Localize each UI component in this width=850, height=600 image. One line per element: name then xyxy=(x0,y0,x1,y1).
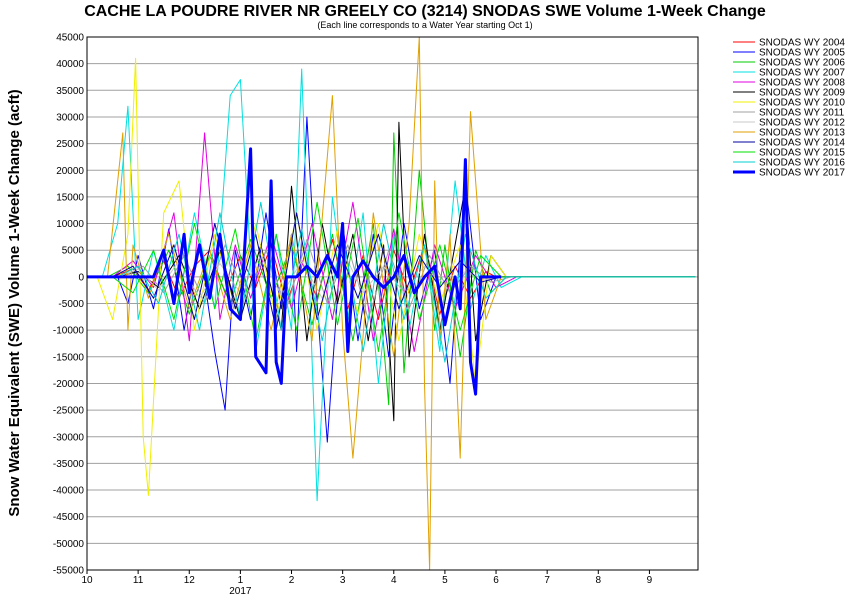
series-line-snodas-wy-2008 xyxy=(87,132,696,352)
y-tick-label: 20000 xyxy=(56,166,84,177)
y-tick-label: -35000 xyxy=(53,459,85,470)
x-year-label: 2017 xyxy=(229,586,252,597)
y-tick-label: 45000 xyxy=(56,33,84,44)
legend-label: SNODAS WY 2011 xyxy=(759,108,845,119)
legend-label: SNODAS WY 2012 xyxy=(759,118,845,129)
legend-label: SNODAS WY 2017 xyxy=(759,168,845,179)
y-tick-label: -50000 xyxy=(53,539,85,550)
legend-label: SNODAS WY 2015 xyxy=(759,148,845,159)
x-tick-label: 1 xyxy=(238,575,244,586)
y-tick-label: -15000 xyxy=(53,352,85,363)
y-tick-label: -25000 xyxy=(53,406,85,417)
x-tick-label: 7 xyxy=(544,575,550,586)
y-axis-label: Snow Water Equivalent (SWE) Volume 1-Wee… xyxy=(6,89,23,516)
y-tick-label: 15000 xyxy=(56,192,84,203)
y-tick-label: -45000 xyxy=(53,512,85,523)
legend-label: SNODAS WY 2009 xyxy=(759,88,845,99)
legend-label: SNODAS WY 2016 xyxy=(759,158,845,169)
x-tick-label: 2 xyxy=(289,575,295,586)
y-tick-label: 25000 xyxy=(56,139,84,150)
x-tick-label: 9 xyxy=(647,575,653,586)
plot-frame xyxy=(86,36,699,571)
y-tick-label: 0 xyxy=(78,272,84,283)
x-tick-label: 6 xyxy=(493,575,499,586)
y-tick-label: -55000 xyxy=(53,566,85,577)
x-tick-label: 4 xyxy=(391,575,397,586)
legend-label: SNODAS WY 2013 xyxy=(759,128,845,139)
x-tick-label: 12 xyxy=(184,575,196,586)
series-layer xyxy=(87,36,696,571)
legend-label: SNODAS WY 2008 xyxy=(759,78,845,89)
y-tick-label: -20000 xyxy=(53,379,85,390)
x-tick-label: 10 xyxy=(81,575,93,586)
series-line-snodas-wy-2013 xyxy=(87,36,696,571)
legend-label: SNODAS WY 2010 xyxy=(759,98,845,109)
y-tick-label: 5000 xyxy=(62,246,85,257)
y-tick-label: -30000 xyxy=(53,432,85,443)
y-tick-label: -5000 xyxy=(58,299,84,310)
legend-label: SNODAS WY 2004 xyxy=(759,38,845,49)
legend-label: SNODAS WY 2005 xyxy=(759,48,845,59)
chart-title: CACHE LA POUDRE RIVER NR GREELY CO (3214… xyxy=(84,3,766,20)
y-tick-label: 30000 xyxy=(56,112,84,123)
x-tick-label: 3 xyxy=(340,575,346,586)
legend-label: SNODAS WY 2007 xyxy=(759,68,845,79)
series-line-snodas-wy-2005 xyxy=(87,116,696,443)
series-line-snodas-wy-2017 xyxy=(87,147,502,396)
x-tick-label: 11 xyxy=(133,575,144,586)
y-tick-label: 35000 xyxy=(56,86,84,97)
legend-label: SNODAS WY 2014 xyxy=(759,138,845,149)
x-tick-label: 8 xyxy=(596,575,602,586)
series-line-snodas-wy-2015 xyxy=(87,201,696,352)
y-tick-labels: -55000-50000-45000-40000-35000-30000-250… xyxy=(53,33,85,577)
y-tick-label: -40000 xyxy=(53,486,85,497)
y-tick-label: 10000 xyxy=(56,219,84,230)
chart-subtitle: (Each line corresponds to a Water Year s… xyxy=(317,20,532,30)
legend-label: SNODAS WY 2006 xyxy=(759,58,845,69)
x-tick-label: 5 xyxy=(442,575,448,586)
y-tick-label: 40000 xyxy=(56,59,84,70)
y-tick-label: -10000 xyxy=(53,326,85,337)
